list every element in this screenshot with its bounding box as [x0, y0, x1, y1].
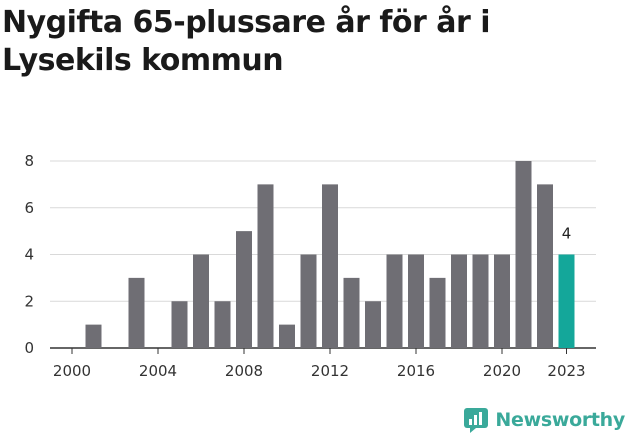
- brand-name: Newsworthy: [495, 409, 625, 431]
- bar-2014[interactable]: [365, 301, 381, 348]
- bar-2023[interactable]: [558, 254, 575, 349]
- x-tick-label: 2023: [547, 362, 585, 380]
- bar-2011[interactable]: [300, 254, 317, 349]
- tick-labels: 0 2 4 6 8 4 2000 2004 2008 2012 2016 2020 2023: [24, 152, 585, 380]
- bar-2009[interactable]: [257, 184, 274, 348]
- bar-2001[interactable]: [85, 324, 102, 348]
- bar-2017[interactable]: [429, 277, 446, 348]
- bar-2019[interactable]: [472, 254, 489, 349]
- bars: [85, 161, 575, 349]
- y-tick-label: 0: [24, 339, 34, 357]
- bar-2008[interactable]: [236, 231, 252, 348]
- bar-2010[interactable]: [279, 324, 295, 348]
- y-tick-label: 2: [24, 292, 34, 310]
- data-label-2023: 4: [562, 225, 572, 243]
- x-tick-label: 2016: [397, 362, 435, 380]
- bar-2007[interactable]: [214, 301, 231, 348]
- brand-logo[interactable]: Newsworthy: [463, 407, 625, 433]
- bar-2005[interactable]: [171, 301, 188, 348]
- chart-title: Nygifta 65-plussare år för år i Lysekils…: [2, 5, 491, 78]
- bar-2018[interactable]: [451, 254, 467, 349]
- newsworthy-logo-icon: [464, 408, 489, 433]
- x-tick-label: 2008: [225, 362, 263, 380]
- bar-2006[interactable]: [193, 254, 209, 349]
- bar-2003[interactable]: [128, 277, 145, 348]
- y-tick-label: 4: [24, 246, 34, 264]
- y-tick-label: 8: [24, 152, 34, 170]
- x-tick-label: 2000: [53, 362, 91, 380]
- bar-2016[interactable]: [408, 254, 424, 349]
- bar-2020[interactable]: [494, 254, 510, 349]
- bar-2013[interactable]: [343, 277, 360, 348]
- x-tick-label: 2012: [311, 362, 349, 380]
- bar-2022[interactable]: [537, 184, 553, 348]
- bar-2012[interactable]: [322, 184, 338, 348]
- x-tick-label: 2004: [139, 362, 177, 380]
- bar-2015[interactable]: [386, 254, 403, 349]
- y-tick-label: 6: [24, 199, 34, 217]
- x-tick-label: 2020: [483, 362, 521, 380]
- bar-2021[interactable]: [515, 161, 532, 348]
